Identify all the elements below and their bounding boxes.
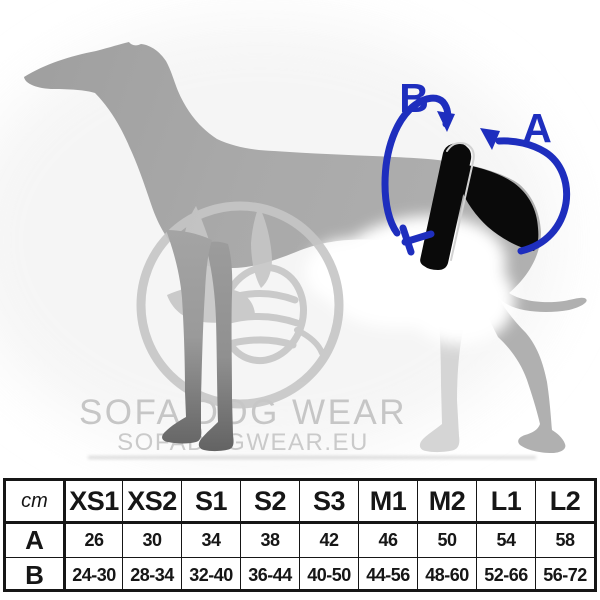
watermark-title: SOFA DOG WEAR	[79, 393, 407, 432]
arrow-b-head	[437, 111, 455, 132]
size-header-cell: S3	[299, 481, 358, 521]
table-value: 26	[63, 521, 122, 557]
size-table: cm XS1 XS2 S1 S2 S3 M1 M2 L1 L2 A 26 30 …	[3, 478, 597, 592]
arrow-a-arc	[495, 137, 571, 255]
unit-header-cell: cm	[21, 489, 48, 512]
size-header-cell: L2	[535, 481, 594, 521]
band-front-strap	[420, 143, 472, 270]
table-value: 30	[122, 521, 181, 557]
table-value: 50	[417, 521, 476, 557]
table-value: 52-66	[476, 557, 535, 592]
band-hip-piece	[455, 163, 539, 251]
logo-stripes	[222, 289, 325, 356]
table-value: 32-40	[181, 557, 240, 592]
measurement-band	[420, 141, 539, 270]
band-strap-outline	[446, 141, 475, 261]
table-value: 58	[535, 521, 594, 557]
measure-label-b: B	[399, 75, 429, 121]
watermark-url: SOFADOGWEAR.EU	[117, 429, 369, 456]
table-value: 56-72	[535, 557, 594, 592]
dog-body	[24, 42, 587, 453]
arrow-b-arc	[381, 94, 452, 237]
table-value: 48-60	[417, 557, 476, 592]
arrow-a-head	[480, 128, 500, 150]
measure-label-a: A	[522, 105, 552, 151]
belly-highlight	[305, 215, 515, 345]
dog-measurement-diagram: SOFA DOG WEAR SOFADOGWEAR.EU	[0, 20, 587, 460]
size-header-cell: S1	[181, 481, 240, 521]
table-value: 40-50	[299, 557, 358, 592]
table-value: 44-56	[358, 557, 417, 592]
dog-front-leg-front	[162, 230, 212, 444]
row-label-a: A	[6, 521, 63, 557]
size-header-cell: XS1	[63, 481, 122, 521]
table-value: 42	[299, 521, 358, 557]
table-value: 28-34	[122, 557, 181, 592]
table-value: 54	[476, 521, 535, 557]
measurement-annotations	[381, 94, 571, 256]
table-value: 34	[181, 521, 240, 557]
table-value: 36-44	[240, 557, 299, 592]
arrow-b-tick-stem	[401, 230, 435, 246]
logo-ring	[136, 201, 344, 409]
table-value: 24-30	[63, 557, 122, 592]
table-value: 46	[358, 521, 417, 557]
size-header-cell: S2	[240, 481, 299, 521]
dog-front-leg-back	[198, 241, 234, 452]
size-header-cell: L1	[476, 481, 535, 521]
size-header-cell: M2	[417, 481, 476, 521]
size-header-cell: M1	[358, 481, 417, 521]
image-edge-artifact	[88, 456, 536, 459]
table-value: 38	[240, 521, 299, 557]
row-label-b: B	[6, 557, 63, 592]
size-header-cell: XS2	[122, 481, 181, 521]
